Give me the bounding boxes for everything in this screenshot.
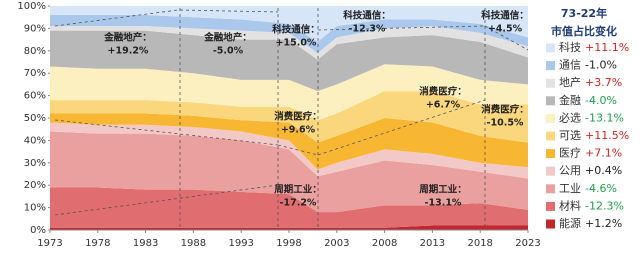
- legend-swatch: [546, 131, 555, 141]
- legend-change: +11.5%: [585, 129, 629, 142]
- y-tick-label: 30%: [24, 158, 46, 169]
- x-tick-label: 2008: [372, 238, 397, 249]
- legend-change: -4.6%: [585, 182, 617, 195]
- x-tick-label: 1988: [181, 238, 206, 249]
- annotation-title: 金融地产：: [103, 32, 152, 44]
- area: [50, 30, 528, 92]
- legend-label: 金融: [559, 93, 581, 107]
- area: [50, 26, 528, 60]
- annotation-title: 消费医疗：: [419, 86, 467, 98]
- y-tick-label: 80%: [24, 46, 46, 57]
- x-tick-label: 1998: [276, 238, 301, 249]
- area: [50, 14, 528, 54]
- legend-change: +7.1%: [585, 147, 622, 160]
- y-tick-label: 50%: [24, 113, 46, 124]
- x-tick-label: 1993: [228, 238, 253, 249]
- legend-swatch: [546, 166, 555, 176]
- y-tick-label: 100%: [17, 1, 46, 12]
- y-tick-label: 20%: [24, 180, 46, 191]
- x-tick-label: 2018: [467, 238, 492, 249]
- legend-label: 地产: [559, 75, 581, 89]
- divider: [54, 119, 279, 146]
- legend-swatch: [546, 184, 555, 194]
- annotation-value: +4.5%: [488, 24, 523, 35]
- y-tick-label: 60%: [24, 91, 46, 102]
- divider: [317, 25, 486, 31]
- legend-label: 材料: [559, 198, 581, 212]
- annotation-title: 科技通信：: [343, 10, 391, 22]
- annotation-value: +6.7%: [426, 100, 461, 111]
- legend-change: -13.1%: [585, 111, 624, 124]
- legend-title: 73-22年: [561, 6, 607, 20]
- legend-swatch: [546, 219, 555, 229]
- legend-swatch: [546, 201, 555, 211]
- legend-label: 医疗: [559, 146, 581, 160]
- area: [50, 6, 528, 42]
- annotation-value: -10.5%: [487, 118, 524, 129]
- area: [50, 122, 528, 179]
- legend-label: 通信: [559, 59, 581, 72]
- annotation-value: -13.1%: [425, 198, 462, 209]
- y-tick-label: 40%: [24, 135, 46, 146]
- annotation-value: -12.3%: [349, 24, 386, 35]
- x-tick-label: 2003: [324, 238, 349, 249]
- annotation-title: 周期工业：: [274, 184, 322, 196]
- divider: [317, 99, 486, 156]
- area: [50, 91, 528, 143]
- legend-swatch: [546, 43, 555, 53]
- y-tick-label: 0%: [30, 225, 46, 236]
- annotation-title: 消费医疗：: [274, 111, 322, 123]
- legend-swatch: [546, 96, 555, 106]
- legend-change: +1.2%: [585, 217, 622, 230]
- legend-label: 工业: [559, 182, 581, 195]
- annotation-value: +9.6%: [281, 125, 316, 136]
- x-tick-label: 1973: [37, 238, 62, 249]
- annotation-title: 消费医疗：: [481, 104, 529, 116]
- legend-swatch: [546, 78, 555, 88]
- area: [50, 64, 528, 121]
- legend-swatch: [546, 149, 555, 159]
- area: [50, 113, 528, 170]
- legend-swatch: [546, 61, 555, 71]
- divider: [54, 9, 179, 27]
- legend-change: +11.1%: [585, 41, 629, 54]
- legend-label: 必选: [559, 111, 581, 124]
- y-tick-label: 70%: [24, 68, 46, 79]
- legend-label: 科技: [559, 40, 581, 54]
- divider: [277, 144, 319, 156]
- annotation-value: -17.2%: [280, 198, 317, 209]
- divider: [484, 25, 529, 51]
- annotation-title: 科技通信：: [272, 24, 320, 36]
- annotation-title: 科技通信：: [481, 10, 529, 22]
- x-tick-label: 2023: [515, 238, 540, 249]
- annotation-value: +15.0%: [276, 38, 317, 49]
- y-tick-label: 90%: [24, 23, 46, 34]
- annotation-title: 周期工业：: [419, 184, 467, 196]
- x-tick-label: 2013: [420, 238, 445, 249]
- legend-change: -12.3%: [585, 199, 624, 212]
- area: [50, 187, 528, 228]
- legend-label: 能源: [559, 216, 581, 230]
- legend-label: 公用: [559, 164, 581, 177]
- legend-change: +0.4%: [585, 164, 622, 177]
- legend-subtitle: 市值占比变化: [551, 24, 617, 38]
- legend-change: -1.0%: [585, 59, 617, 72]
- annotation-value: +19.2%: [108, 46, 149, 57]
- y-tick-label: 10%: [24, 203, 46, 214]
- legend-change: +3.7%: [585, 76, 622, 89]
- legend-swatch: [546, 113, 555, 123]
- x-tick-label: 1983: [133, 238, 158, 249]
- annotation-value: -5.0%: [213, 46, 244, 57]
- divider: [179, 9, 279, 13]
- divider: [54, 184, 279, 216]
- annotation-title: 金融地产：: [203, 32, 252, 44]
- x-tick-label: 1978: [85, 238, 110, 249]
- legend-label: 可选: [559, 129, 581, 142]
- legend-change: -4.0%: [585, 94, 617, 107]
- area: [50, 131, 528, 213]
